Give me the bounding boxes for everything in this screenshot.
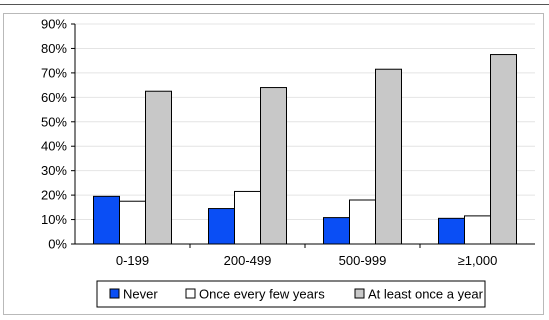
y-tick-label: 30%	[41, 163, 67, 178]
x-category-label: ≥1,000	[458, 253, 498, 268]
legend-swatch	[354, 288, 365, 299]
legend-box	[96, 280, 486, 308]
x-category-label: 0-199	[116, 253, 149, 268]
y-tick-label: 20%	[41, 188, 67, 203]
legend-label: At least once a year	[368, 287, 484, 302]
bar	[375, 68, 402, 245]
legend-label: Never	[123, 287, 158, 302]
bar	[208, 208, 235, 245]
bars	[93, 54, 517, 245]
axes	[71, 23, 535, 248]
legend-label: Once every few years	[199, 287, 325, 302]
y-tick-label: 50%	[41, 114, 67, 129]
bar	[490, 54, 517, 245]
x-category-label: 200-499	[224, 253, 272, 268]
legend-swatch	[185, 288, 196, 299]
bar	[234, 190, 261, 245]
y-tick-label: 40%	[41, 139, 67, 154]
bar	[323, 217, 350, 245]
y-tick-label: 10%	[41, 212, 67, 227]
y-tick-label: 90%	[41, 17, 67, 32]
y-tick-label: 70%	[41, 65, 67, 80]
bar	[260, 87, 287, 245]
legend-swatch	[109, 288, 120, 299]
y-tick-label: 80%	[41, 41, 67, 56]
bar	[145, 90, 172, 245]
top-rule	[0, 4, 549, 5]
grid-lines	[75, 23, 535, 221]
y-tick-labels: 0% 10% 20% 30% 40% 50% 60% 70% 80% 90%	[41, 17, 67, 252]
bar	[464, 215, 491, 245]
bar	[438, 217, 465, 245]
x-category-labels: 0-199 200-499 500-999 ≥1,000	[116, 253, 497, 268]
x-category-label: 500-999	[339, 253, 387, 268]
bar	[93, 195, 120, 245]
legend: Never Once every few years At least once a…	[96, 280, 486, 308]
bar	[349, 199, 376, 245]
y-tick-label: 0%	[48, 237, 67, 252]
bar	[119, 200, 146, 245]
y-tick-label: 60%	[41, 90, 67, 105]
